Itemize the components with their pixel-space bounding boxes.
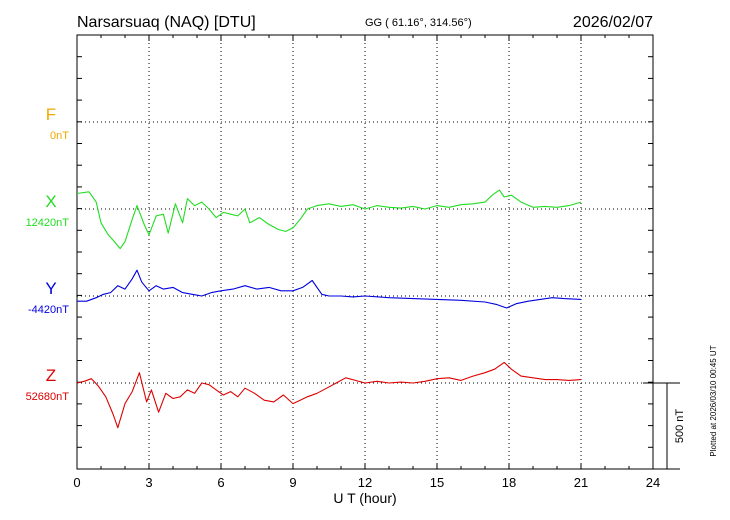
series-labels: F 0nT X 12420nT Y -4420nT Z 52680nT: [26, 105, 70, 403]
coordinates-label: GG ( 61.16°, 314.56°): [365, 17, 472, 29]
scale-bar: 500 nT: [643, 382, 686, 470]
x-tick-label: 21: [574, 475, 588, 490]
x-tick-label: 18: [502, 475, 516, 490]
axes: [76, 34, 654, 470]
baseline-value-z: 52680nT: [26, 391, 70, 403]
x-tick-label: 9: [289, 475, 296, 490]
x-tick-label: 15: [430, 475, 444, 490]
plotted-timestamp: Plotted at 2026/03/10 00:45 UT: [709, 345, 718, 456]
x-tick-labels: 0 3 6 9 12 15 18 21 24: [73, 475, 660, 490]
date-label: 2026/02/07: [573, 14, 653, 31]
grid: [77, 35, 653, 469]
series-line-z: [76, 361, 582, 429]
series-lines: [76, 189, 582, 429]
series-line-y: [77, 269, 582, 309]
baseline-value-x: 12420nT: [26, 217, 70, 229]
baseline-value-y: -4420nT: [28, 304, 69, 316]
station-title: Narsarsuaq (NAQ) [DTU]: [77, 14, 256, 31]
series-name-y: Y: [45, 279, 56, 298]
x-tick-label: 12: [358, 475, 372, 490]
series-name-f: F: [46, 105, 56, 124]
baseline-value-f: 0nT: [50, 130, 69, 142]
series-name-x: X: [45, 192, 56, 211]
x-tick-label: 24: [646, 475, 660, 490]
x-tick-label: 6: [217, 475, 224, 490]
x-tick-label: 3: [145, 475, 152, 490]
x-tick-label: 0: [73, 475, 80, 490]
x-axis-label: U T (hour): [333, 490, 396, 506]
series-line-x: [76, 189, 582, 250]
series-name-z: Z: [46, 366, 56, 385]
scale-label: 500 nT: [674, 409, 686, 444]
